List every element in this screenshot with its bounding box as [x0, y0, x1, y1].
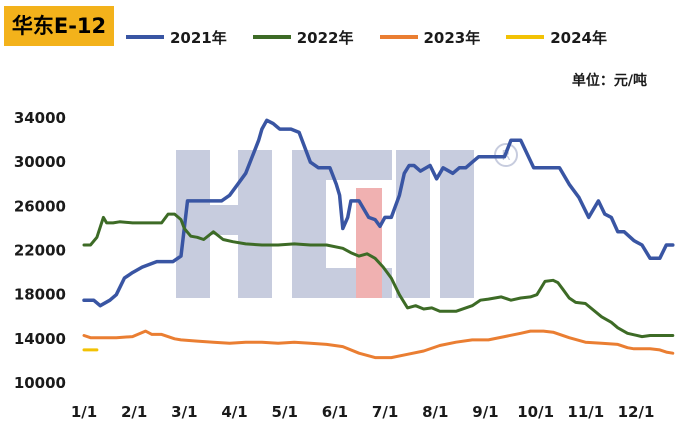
- x-tick-label: 9/1: [472, 403, 498, 421]
- x-tick-label: 5/1: [272, 403, 298, 421]
- y-tick-label: 34000: [14, 109, 66, 127]
- x-tick-label: 4/1: [221, 403, 247, 421]
- x-tick-label: 1/1: [71, 403, 97, 421]
- x-tick-label: 7/1: [372, 403, 398, 421]
- legend-label-2023: 2023年: [423, 28, 481, 47]
- legend-swatch-2024: [506, 35, 545, 39]
- legend-swatch-2021: [126, 35, 164, 39]
- y-tick-label: 14000: [14, 330, 66, 348]
- chart-title: 华东E-12: [4, 6, 114, 46]
- series-line-2023: [82, 329, 675, 360]
- legend-label-2021: 2021年: [170, 28, 227, 47]
- chart-legend: 2021年 2022年 2023年 2024年: [126, 26, 633, 48]
- legend-label-2024: 2024年: [550, 28, 607, 47]
- legend-item-2021: 2021年: [126, 27, 227, 48]
- x-tick-label: 11/1: [567, 403, 604, 421]
- legend-label-2022: 2022年: [296, 28, 354, 47]
- legend-swatch-2023: [379, 35, 418, 39]
- y-tick-label: 18000: [14, 286, 66, 304]
- y-tick-label: 22000: [14, 242, 66, 260]
- y-tick-label: 26000: [14, 197, 66, 215]
- legend-item-2022: 2022年: [252, 27, 354, 48]
- legend-swatch-2022: [252, 35, 291, 39]
- series-line-2021: [82, 118, 675, 308]
- x-tick-label: 6/1: [322, 403, 348, 421]
- y-tick-label: 30000: [14, 153, 66, 171]
- x-tick-label: 2/1: [121, 403, 147, 421]
- watermark-logo: R: [176, 143, 518, 298]
- x-tick-label: 8/1: [422, 403, 448, 421]
- x-tick-label: 12/1: [618, 403, 655, 421]
- x-tick-label: 3/1: [171, 403, 197, 421]
- legend-item-2024: 2024年: [506, 27, 607, 48]
- y-tick-label: 10000: [14, 374, 66, 392]
- legend-item-2023: 2023年: [379, 27, 481, 48]
- series-line-2022: [82, 212, 675, 339]
- unit-label: 单位：元/吨: [571, 73, 647, 89]
- x-tick-label: 10/1: [517, 403, 554, 421]
